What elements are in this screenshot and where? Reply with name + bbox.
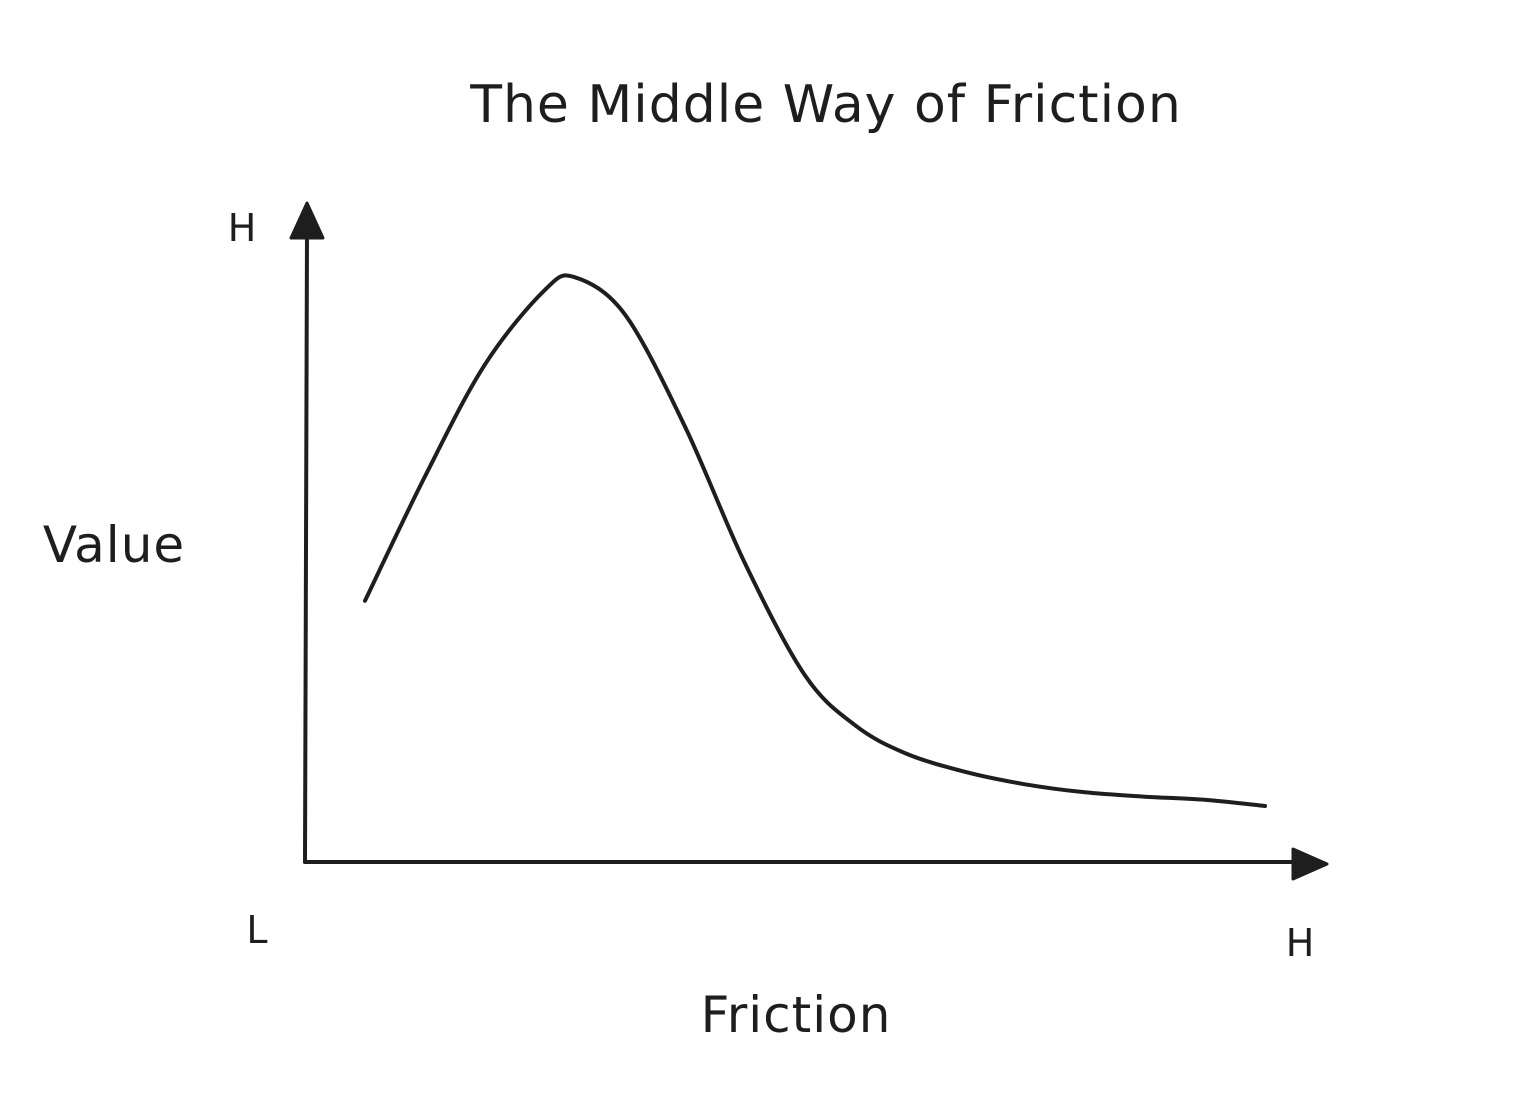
chart-title: The Middle Way of Friction: [469, 75, 1182, 135]
origin-tick-low: L: [246, 908, 267, 952]
x-axis-label: Friction: [701, 986, 892, 1044]
x-axis-arrow: [1291, 847, 1329, 881]
y-axis-line: [303, 230, 309, 864]
y-axis-arrow: [289, 201, 325, 240]
series-line-0: [363, 273, 1267, 808]
x-tick-high: H: [1286, 921, 1315, 965]
series-layer: [363, 273, 1267, 808]
y-axis-label: Value: [43, 516, 185, 574]
y-tick-high: H: [228, 206, 257, 250]
